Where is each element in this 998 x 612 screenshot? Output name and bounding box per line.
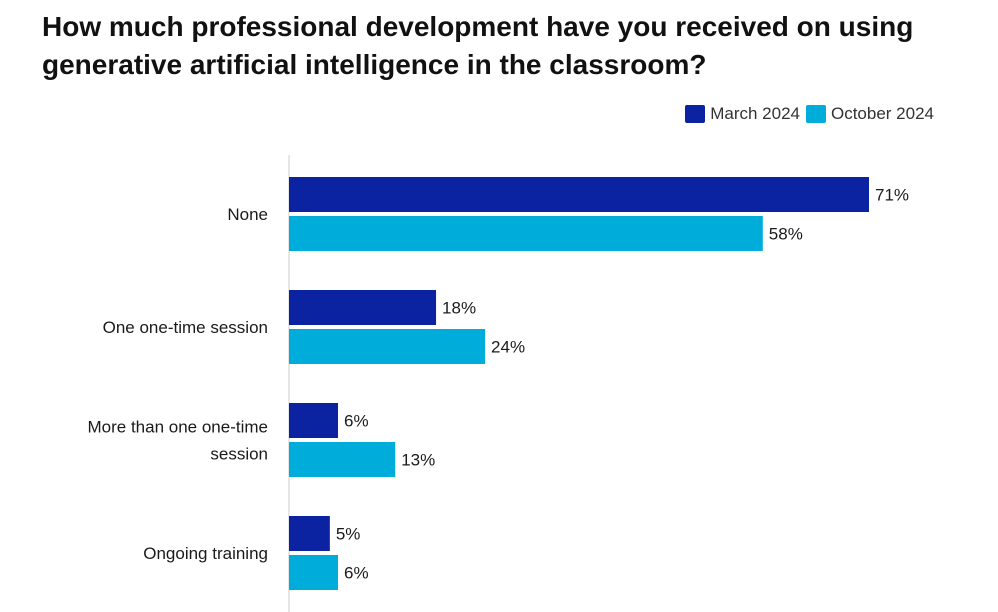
category-label: Ongoing training <box>143 544 268 563</box>
data-label: 58% <box>769 225 803 244</box>
legend-label: March 2024 <box>710 104 800 123</box>
data-label: 18% <box>442 299 476 318</box>
bar <box>289 516 330 551</box>
chart-title: How much professional development have y… <box>42 11 914 80</box>
legend-swatch <box>805 105 826 123</box>
category-label: None <box>227 205 268 224</box>
bar <box>289 555 339 590</box>
data-label: 13% <box>401 451 435 470</box>
legend-swatch <box>685 105 706 123</box>
data-label: 71% <box>875 186 909 205</box>
legend-item-2: October 2024 <box>805 104 934 124</box>
bar <box>289 177 869 212</box>
bar <box>289 442 396 477</box>
bar <box>289 290 437 325</box>
data-label: 5% <box>336 525 361 544</box>
legend-item-1: March 2024 <box>685 104 800 124</box>
bar <box>289 403 339 438</box>
bar <box>289 216 763 251</box>
chart-legend: March 2024 October 2024 <box>685 104 934 124</box>
legend-label: October 2024 <box>830 104 934 123</box>
category-label: One one-time session <box>103 318 268 337</box>
category-label: More than one one-time session <box>88 418 269 464</box>
data-label: 6% <box>344 412 369 431</box>
bar <box>289 329 486 364</box>
data-label: 24% <box>491 338 525 357</box>
data-label: 6% <box>344 564 369 583</box>
